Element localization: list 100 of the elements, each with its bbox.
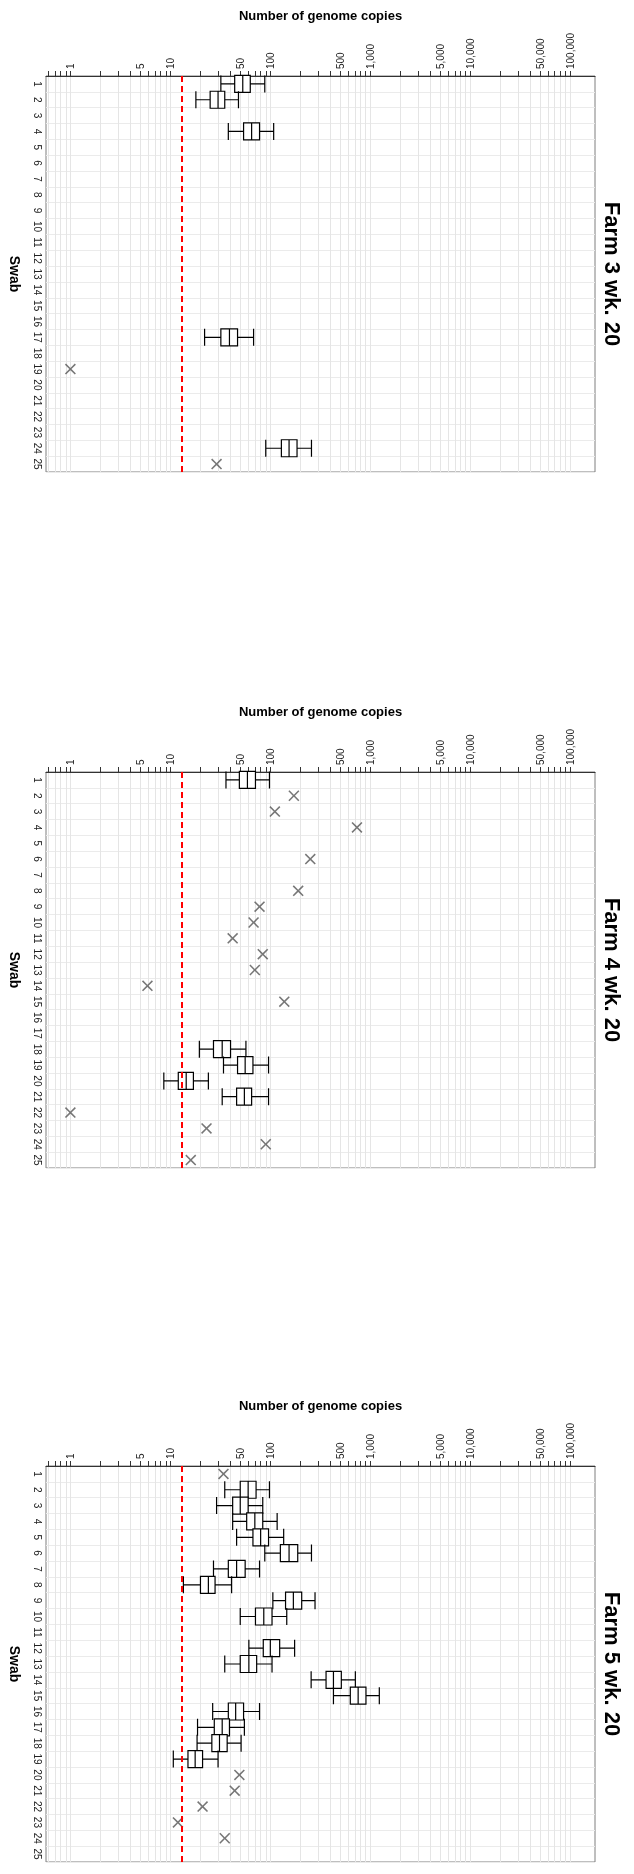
x-tick-label: 1 [64, 759, 76, 765]
x-tick-label: 100 [264, 747, 276, 765]
y-tick-label: 11 [31, 933, 43, 944]
x-tick-label: 5,000 [434, 739, 446, 765]
y-tick-label: 9 [31, 207, 43, 214]
y-tick-label: 16 [31, 315, 43, 328]
y-tick-label: 24 [31, 1832, 43, 1845]
y-tick-label: 17 [31, 1027, 43, 1040]
x-tick-label: 5,000 [434, 1433, 446, 1459]
x-tick-label: 50,000 [534, 37, 546, 69]
y-tick-label: 15 [31, 996, 43, 1008]
y-tick-label: 9 [31, 1597, 43, 1604]
y-tick-label: 25 [31, 458, 43, 471]
y-tick-label: 16 [31, 1705, 43, 1718]
x-tick-label: 5 [134, 63, 146, 69]
y-tick-label: 17 [31, 331, 43, 344]
y-tick-label: 10 [31, 1610, 43, 1623]
y-tick-label: 21 [31, 395, 43, 407]
x-tick-label: 1,000 [364, 739, 376, 765]
y-tick-label: 3 [31, 808, 43, 815]
x-tick-label: 100,000 [564, 1422, 576, 1459]
y-tick-label: 2 [31, 96, 43, 103]
y-tick-label: 15 [31, 300, 43, 312]
y-tick-label: 13 [31, 268, 43, 280]
y-tick-label: 8 [31, 192, 43, 199]
x-tick-label: 50,000 [534, 733, 546, 765]
y-tick-label: 18 [31, 1043, 43, 1056]
y-axis-title: Swab [7, 951, 23, 989]
x-tick-label: 5 [134, 1453, 146, 1459]
y-tick-label: 2 [31, 1486, 43, 1493]
y-tick-label: 4 [31, 1518, 43, 1525]
y-tick-label: 21 [31, 1785, 43, 1797]
y-tick-label: 14 [31, 1674, 43, 1686]
y-tick-label: 23 [31, 1816, 43, 1829]
y-tick-label: 1 [31, 81, 43, 88]
y-axis-title: Swab [7, 255, 23, 293]
y-tick-label: 21 [31, 1091, 43, 1103]
y-tick-label: 18 [31, 347, 43, 360]
y-tick-label: 1 [31, 777, 43, 784]
y-tick-label: 22 [31, 411, 43, 423]
x-axis-title: Number of genome copies [238, 1398, 403, 1413]
y-tick-label: 11 [31, 237, 43, 248]
x-tick-label: 500 [334, 747, 346, 765]
y-tick-label: 23 [31, 426, 43, 439]
x-tick-label: 1 [64, 63, 76, 69]
y-tick-label: 8 [31, 888, 43, 895]
y-tick-label: 24 [31, 442, 43, 455]
text: Farm 5 wk. 20 [599, 1591, 625, 1737]
x-tick-label: 10,000 [464, 1427, 476, 1459]
x-tick-label: 1,000 [364, 1433, 376, 1459]
y-tick-label: 18 [31, 1737, 43, 1750]
x-tick-label: 10,000 [464, 733, 476, 765]
y-tick-label: 6 [31, 1550, 43, 1557]
point [219, 1832, 231, 1844]
text: Farm 4 wk. 20 [599, 897, 625, 1043]
y-tick-label: 3 [31, 1502, 43, 1509]
y-tick-label: 22 [31, 1107, 43, 1119]
x-tick-label: 100 [264, 51, 276, 69]
x-tick-label: 5 [134, 759, 146, 765]
y-tick-label: 5 [31, 144, 43, 151]
point [229, 1785, 241, 1797]
y-tick-label: 19 [31, 363, 43, 376]
y-tick-label: 10 [31, 916, 43, 929]
y-tick-label: 20 [31, 379, 43, 391]
point [217, 1468, 229, 1480]
y-tick-label: 12 [31, 948, 43, 961]
y-tick-label: 17 [31, 1721, 43, 1734]
y-tick-label: 22 [31, 1801, 43, 1813]
x-tick-label: 1,000 [364, 43, 376, 69]
y-tick-label: 19 [31, 1059, 43, 1072]
y-tick-label: 7 [31, 872, 43, 879]
x-tick-label: 10 [164, 753, 176, 765]
y-tick-label: 13 [31, 964, 43, 976]
x-tick-label: 500 [334, 51, 346, 69]
y-tick-label: 24 [31, 1138, 43, 1151]
y-axis-title: Swab [7, 1645, 23, 1683]
y-tick-label: 3 [31, 112, 43, 119]
y-tick-label: 25 [31, 1154, 43, 1167]
x-axis-title: Number of genome copies [238, 8, 403, 23]
x-axis-title: Number of genome copies [238, 704, 403, 719]
y-tick-label: 12 [31, 252, 43, 265]
y-tick-label: 20 [31, 1075, 43, 1087]
x-tick-label: 10,000 [464, 37, 476, 69]
y-tick-label: 11 [31, 1627, 43, 1638]
x-tick-label: 10 [164, 1447, 176, 1459]
x-tick-label: 1 [64, 1453, 76, 1459]
y-tick-label: 19 [31, 1753, 43, 1766]
x-tick-label: 50 [234, 753, 246, 765]
x-tick-label: 5,000 [434, 43, 446, 69]
y-tick-label: 14 [31, 284, 43, 296]
y-tick-label: 4 [31, 824, 43, 831]
x-tick-label: 50 [234, 1447, 246, 1459]
x-tick-label: 100,000 [564, 32, 576, 69]
y-tick-label: 16 [31, 1011, 43, 1024]
y-tick-label: 13 [31, 1658, 43, 1670]
x-tick-label: 50,000 [534, 1427, 546, 1459]
y-tick-label: 6 [31, 160, 43, 167]
y-tick-label: 8 [31, 1582, 43, 1589]
x-tick-label: 100 [264, 1441, 276, 1459]
y-tick-label: 5 [31, 840, 43, 847]
